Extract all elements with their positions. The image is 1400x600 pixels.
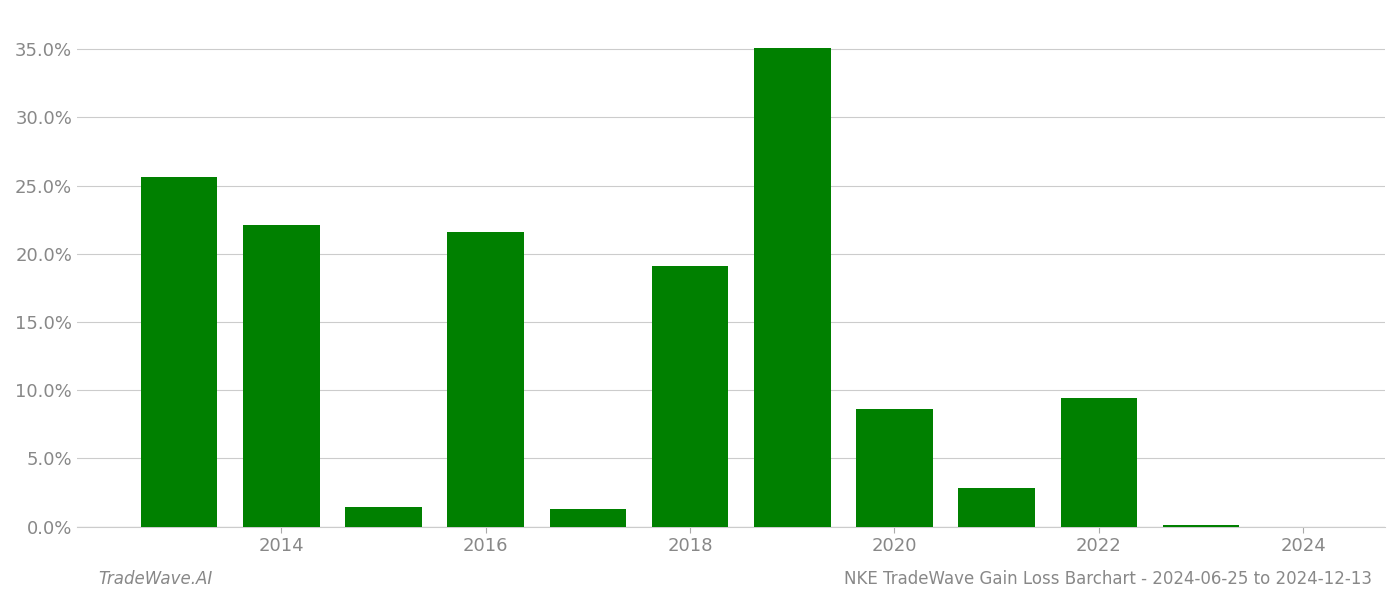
Text: TradeWave.AI: TradeWave.AI bbox=[98, 570, 213, 588]
Bar bbox=[346, 508, 421, 527]
Bar bbox=[448, 232, 524, 527]
Text: NKE TradeWave Gain Loss Barchart - 2024-06-25 to 2024-12-13: NKE TradeWave Gain Loss Barchart - 2024-… bbox=[844, 570, 1372, 588]
Bar bbox=[550, 509, 626, 527]
Bar bbox=[1061, 398, 1137, 527]
Bar bbox=[857, 409, 932, 527]
Bar bbox=[141, 178, 217, 527]
Bar bbox=[959, 488, 1035, 527]
Bar bbox=[755, 48, 830, 527]
Bar bbox=[652, 266, 728, 527]
Bar bbox=[244, 225, 319, 527]
Bar bbox=[1163, 525, 1239, 527]
